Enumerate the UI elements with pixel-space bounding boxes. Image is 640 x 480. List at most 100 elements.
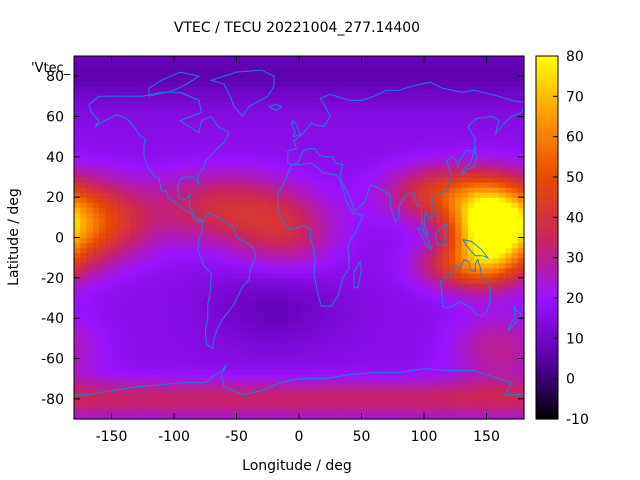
heatmap-cell xyxy=(180,383,188,390)
heatmap-cell xyxy=(330,91,338,97)
heatmap-cell xyxy=(117,348,125,355)
heatmap-cell xyxy=(480,277,488,284)
heatmap-cell xyxy=(417,388,425,395)
heatmap-cell xyxy=(361,272,369,279)
heatmap-cell xyxy=(480,111,488,118)
heatmap-cell xyxy=(217,151,225,158)
heatmap-cell xyxy=(486,81,494,87)
heatmap-cell xyxy=(399,373,406,380)
heatmap-cell xyxy=(286,202,294,208)
heatmap-cell xyxy=(330,202,338,208)
heatmap-cell xyxy=(486,101,494,108)
heatmap-cell xyxy=(342,222,350,229)
heatmap-cell xyxy=(130,247,138,254)
heatmap-cell xyxy=(274,131,281,138)
heatmap-cell xyxy=(242,91,250,97)
heatmap-cell xyxy=(192,287,200,294)
heatmap-cell xyxy=(336,358,344,365)
heatmap-cell xyxy=(80,116,88,123)
heatmap-cell xyxy=(111,328,119,334)
heatmap-cell xyxy=(330,287,338,294)
heatmap-cell xyxy=(486,86,494,92)
heatmap-cell xyxy=(461,86,469,92)
heatmap-cell xyxy=(199,373,206,380)
heatmap-cell xyxy=(499,161,506,168)
heatmap-cell xyxy=(117,222,125,229)
heatmap-cell xyxy=(224,156,231,163)
heatmap-cell xyxy=(424,388,431,395)
heatmap-cell xyxy=(411,328,419,334)
heatmap-cell xyxy=(311,408,319,415)
heatmap-cell xyxy=(461,368,469,375)
heatmap-cell xyxy=(311,222,319,229)
heatmap-cell xyxy=(374,71,381,77)
heatmap-cell xyxy=(486,277,494,284)
heatmap-cell xyxy=(136,398,144,405)
heatmap-cell xyxy=(324,398,331,405)
heatmap-cell xyxy=(380,252,388,259)
heatmap-cell xyxy=(380,96,388,102)
heatmap-cell xyxy=(205,247,213,254)
heatmap-cell xyxy=(517,282,525,289)
heatmap-cell xyxy=(330,262,338,269)
heatmap-cell xyxy=(336,237,344,244)
heatmap-cell xyxy=(480,383,488,390)
heatmap-cell xyxy=(180,202,188,208)
heatmap-cell xyxy=(386,232,394,239)
heatmap-cell xyxy=(455,408,463,415)
heatmap-cell xyxy=(299,81,306,87)
heatmap-cell xyxy=(499,86,506,92)
heatmap-cell xyxy=(224,393,231,400)
heatmap-cell xyxy=(205,166,213,173)
heatmap-cell xyxy=(399,242,406,249)
heatmap-cell xyxy=(405,318,413,324)
heatmap-cell xyxy=(461,308,469,314)
heatmap-cell xyxy=(167,398,175,405)
heatmap-cell xyxy=(499,151,506,158)
heatmap-cell xyxy=(224,358,231,365)
heatmap-cell xyxy=(405,353,413,360)
heatmap-cell xyxy=(180,101,188,108)
heatmap-cell xyxy=(224,202,231,208)
heatmap-cell xyxy=(274,232,281,239)
heatmap-cell xyxy=(399,126,406,133)
heatmap-cell xyxy=(117,262,125,269)
heatmap-cell xyxy=(111,348,119,355)
heatmap-cell xyxy=(467,86,475,92)
heatmap-cell xyxy=(411,161,419,168)
heatmap-cell xyxy=(236,393,244,400)
heatmap-cell xyxy=(236,227,244,234)
heatmap-cell xyxy=(517,222,525,229)
heatmap-cell xyxy=(374,353,381,360)
heatmap-cell xyxy=(105,171,113,178)
heatmap-cell xyxy=(430,252,438,259)
heatmap-cell xyxy=(174,388,181,395)
heatmap-cell xyxy=(261,197,269,203)
heatmap-cell xyxy=(411,368,419,375)
heatmap-cell xyxy=(236,202,244,208)
heatmap-cell xyxy=(517,413,525,420)
heatmap-cell xyxy=(130,363,138,370)
heatmap-cell xyxy=(211,383,219,390)
heatmap-cell xyxy=(417,282,425,289)
heatmap-cell xyxy=(361,101,369,108)
heatmap-cell xyxy=(105,161,113,168)
heatmap-cell xyxy=(467,222,475,229)
heatmap-cell xyxy=(155,413,163,420)
heatmap-cell xyxy=(192,222,200,229)
heatmap-cell xyxy=(399,207,406,213)
heatmap-cell xyxy=(505,383,513,390)
heatmap-cell xyxy=(455,328,463,334)
heatmap-cell xyxy=(380,272,388,279)
heatmap-cell xyxy=(392,237,400,244)
heatmap-cell xyxy=(467,303,475,309)
heatmap-cell xyxy=(317,313,325,319)
heatmap-cell xyxy=(130,232,138,239)
heatmap-cell xyxy=(505,388,513,395)
heatmap-cell xyxy=(261,358,269,365)
heatmap-cell xyxy=(324,81,331,87)
heatmap-cell xyxy=(180,252,188,259)
heatmap-cell xyxy=(311,227,319,234)
heatmap-cell xyxy=(199,106,206,113)
heatmap-cell xyxy=(199,358,206,365)
